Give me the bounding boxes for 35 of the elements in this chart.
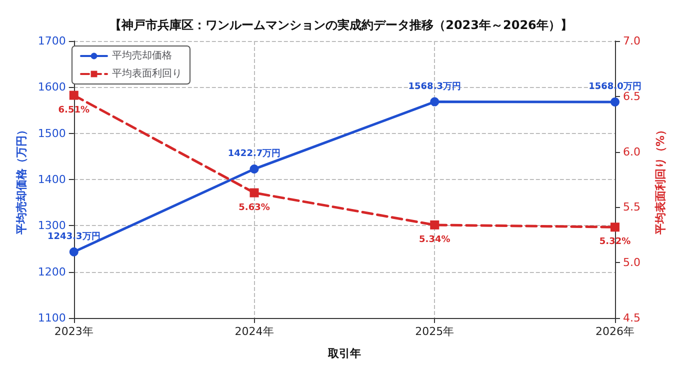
data-label: 1568.3万円: [408, 80, 461, 92]
x-tick-label: 2024年: [234, 325, 274, 338]
y-axis-title: 平均売却価格（万円）: [15, 124, 28, 236]
y-tick-label: 1700: [38, 34, 66, 48]
y2-tick-label: 4.5: [623, 312, 640, 324]
point: [610, 97, 620, 106]
point: [430, 97, 440, 106]
y2-tick-label: 6.0: [623, 145, 640, 158]
x-axis-title: 取引年: [326, 347, 361, 360]
x-tick-label: 2023年: [54, 325, 94, 338]
x-tick-label: 2025年: [415, 325, 454, 338]
point: [250, 164, 259, 174]
y-tick-label: 1300: [38, 219, 66, 232]
point: [69, 247, 78, 256]
point: [610, 222, 620, 232]
y-tick-label: 1200: [38, 265, 66, 278]
y-tick-label: 1400: [38, 173, 66, 186]
point: [69, 90, 78, 100]
point: [430, 220, 440, 230]
data-label: 5.63%: [238, 202, 270, 213]
y-tick-label: 1500: [38, 126, 66, 140]
y2-axis-title: 平均表面利回り（%）: [654, 124, 667, 236]
y-tick-label: 1600: [38, 80, 66, 94]
legend-label: 平均表面利回り: [112, 68, 182, 80]
data-label: 1422.7万円: [228, 148, 281, 160]
y2-tick-label: 5.0: [623, 256, 640, 270]
x-tick-label: 2026年: [596, 325, 634, 338]
y2-tick-label: 5.5: [623, 200, 640, 214]
data-label: 5.34%: [419, 234, 450, 245]
chart-title: 【神戸市兵庫区：ワンルームマンションの実成約データ推移（2023年～2026年）】: [110, 18, 572, 32]
point: [250, 188, 259, 198]
legend-label: 平均売却価格: [112, 50, 172, 62]
y2-tick-label: 6.5: [623, 90, 640, 103]
y-tick-label: 1100: [38, 312, 66, 324]
y2-tick-label: 7.0: [623, 34, 640, 48]
